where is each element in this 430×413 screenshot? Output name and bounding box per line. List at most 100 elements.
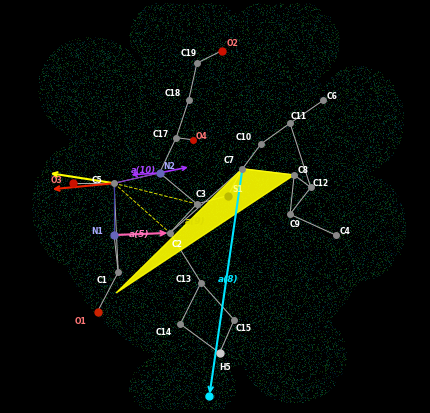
Point: [69, 161, 76, 168]
Point: [185, 38, 192, 44]
Point: [38, 82, 45, 88]
Point: [187, 275, 194, 282]
Point: [332, 363, 338, 369]
Point: [289, 325, 296, 332]
Point: [311, 145, 318, 151]
Point: [178, 146, 185, 153]
Point: [285, 102, 292, 109]
Point: [309, 161, 316, 167]
Point: [263, 308, 270, 314]
Point: [260, 213, 267, 220]
Point: [339, 130, 346, 136]
Point: [313, 115, 320, 121]
Point: [308, 394, 315, 400]
Point: [106, 104, 113, 110]
Point: [165, 143, 172, 150]
Point: [168, 94, 175, 100]
Point: [240, 271, 246, 278]
Point: [294, 323, 301, 329]
Point: [206, 307, 212, 313]
Point: [273, 384, 280, 390]
Point: [140, 62, 147, 69]
Point: [267, 161, 274, 168]
Point: [333, 283, 340, 290]
Point: [126, 97, 133, 104]
Point: [190, 26, 197, 33]
Point: [169, 209, 176, 216]
Point: [54, 82, 61, 89]
Point: [237, 159, 243, 166]
Point: [140, 228, 147, 235]
Point: [61, 159, 68, 166]
Point: [189, 189, 196, 195]
Point: [163, 216, 169, 222]
Point: [193, 222, 200, 229]
Point: [324, 244, 331, 250]
Point: [142, 40, 149, 47]
Point: [301, 337, 308, 344]
Point: [332, 53, 338, 60]
Point: [102, 221, 109, 227]
Point: [137, 70, 144, 77]
Point: [306, 44, 313, 51]
Point: [214, 120, 221, 126]
Point: [304, 327, 311, 334]
Point: [71, 267, 77, 273]
Point: [289, 116, 295, 122]
Point: [306, 70, 313, 77]
Point: [287, 111, 294, 117]
Point: [315, 74, 322, 81]
Point: [392, 146, 399, 152]
Point: [244, 243, 251, 249]
Text: O2: O2: [226, 39, 237, 48]
Point: [163, 190, 170, 197]
Point: [316, 219, 323, 226]
Point: [190, 404, 197, 411]
Point: [224, 69, 231, 76]
Point: [216, 213, 223, 220]
Point: [128, 334, 135, 341]
Point: [286, 47, 293, 54]
Point: [205, 173, 212, 180]
Point: [356, 138, 363, 145]
Point: [278, 370, 285, 376]
Point: [359, 273, 366, 280]
Point: [47, 242, 54, 249]
Point: [180, 13, 187, 19]
Point: [280, 224, 287, 230]
Point: [382, 88, 389, 95]
Point: [194, 200, 200, 206]
Point: [366, 85, 373, 92]
Point: [180, 249, 187, 256]
Point: [235, 93, 242, 100]
Point: [267, 347, 274, 354]
Point: [304, 339, 311, 346]
Point: [47, 218, 54, 224]
Point: [238, 194, 245, 200]
Point: [129, 249, 135, 256]
Point: [286, 138, 293, 145]
Point: [203, 328, 209, 335]
Point: [360, 255, 367, 262]
Point: [241, 188, 248, 195]
Point: [317, 49, 324, 56]
Point: [138, 74, 145, 81]
Point: [257, 66, 264, 73]
Point: [229, 301, 236, 308]
Point: [220, 31, 227, 38]
Point: [115, 118, 122, 124]
Point: [309, 61, 316, 67]
Point: [295, 383, 301, 390]
Point: [278, 39, 285, 45]
Point: [298, 338, 305, 345]
Point: [257, 342, 264, 348]
Point: [200, 155, 207, 162]
Point: [132, 259, 139, 266]
Point: [310, 199, 317, 205]
Point: [100, 93, 107, 100]
Point: [179, 17, 186, 23]
Point: [393, 248, 399, 255]
Point: [326, 40, 333, 47]
Point: [294, 386, 301, 392]
Point: [39, 236, 46, 242]
